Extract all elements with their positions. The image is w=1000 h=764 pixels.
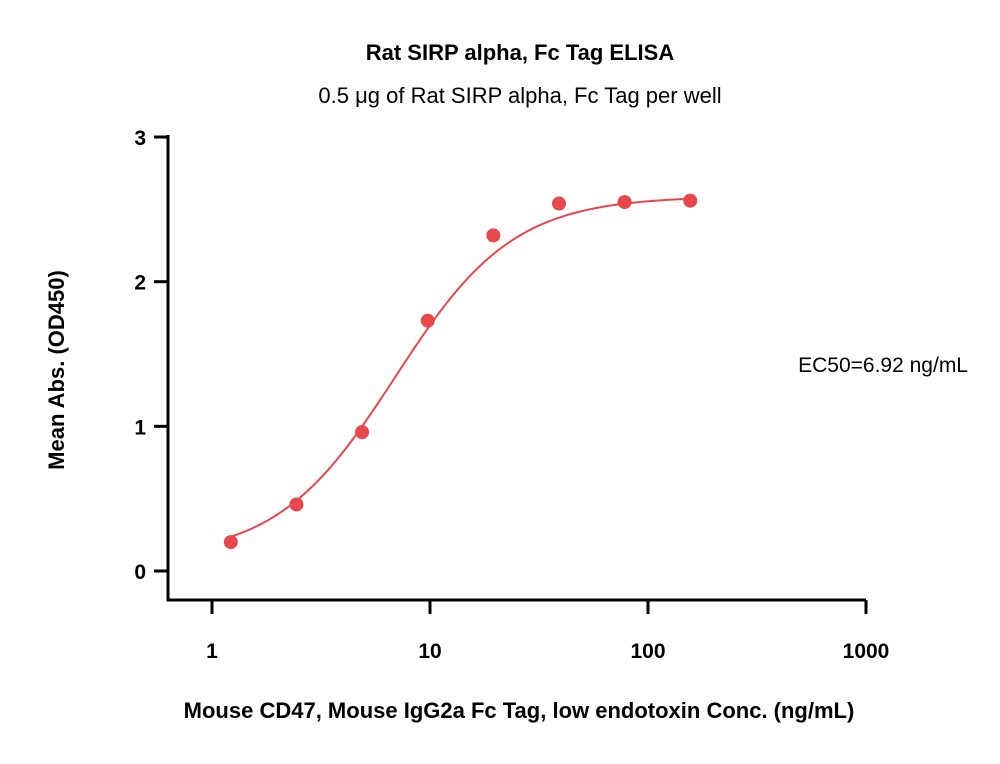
y-tick-label: 0	[134, 561, 146, 584]
data-point	[355, 425, 370, 440]
data-point	[617, 195, 632, 210]
chart-subtitle: 0.5 μg of Rat SIRP alpha, Fc Tag per wel…	[318, 83, 721, 108]
data-point	[683, 193, 698, 208]
y-tick-label: 2	[134, 272, 146, 295]
y-tick-label: 1	[134, 416, 146, 439]
data-point	[420, 313, 435, 328]
ec50-annotation: EC50=6.92 ng/mL	[798, 354, 968, 377]
y-ticks: 0 1 2 3	[134, 127, 168, 584]
y-tick-label: 3	[134, 127, 146, 150]
x-tick-label: 1	[206, 640, 218, 663]
data-points	[223, 193, 698, 550]
data-point	[289, 497, 304, 512]
axes	[166, 135, 866, 602]
data-point	[486, 228, 501, 243]
x-axis-label: Mouse CD47, Mouse IgG2a Fc Tag, low endo…	[184, 698, 855, 723]
fit-curve	[230, 197, 691, 538]
data-point	[223, 535, 238, 550]
x-tick-label: 1000	[843, 640, 890, 663]
x-ticks: 1 10 100 1000	[206, 600, 889, 663]
x-tick-label: 10	[418, 640, 441, 663]
chart-title: Rat SIRP alpha, Fc Tag ELISA	[366, 40, 675, 65]
y-axis-label: Mean Abs. (OD450)	[44, 270, 69, 470]
x-tick-label: 100	[630, 640, 665, 663]
data-point	[551, 196, 566, 211]
